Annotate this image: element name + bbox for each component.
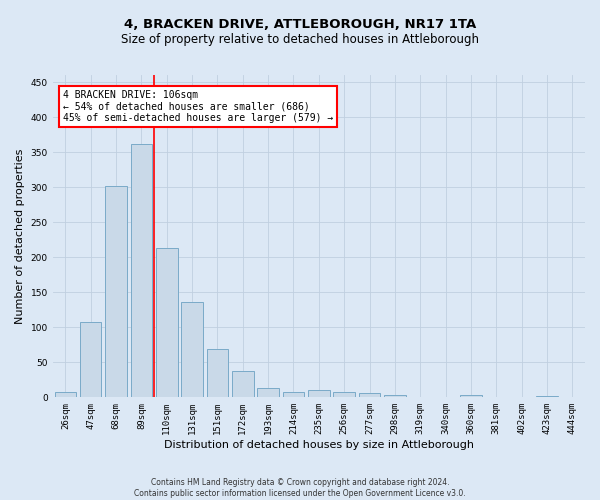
Bar	[359, 393, 380, 398]
Bar	[334, 392, 355, 398]
Text: Contains HM Land Registry data © Crown copyright and database right 2024.
Contai: Contains HM Land Registry data © Crown c…	[134, 478, 466, 498]
Y-axis label: Number of detached properties: Number of detached properties	[15, 148, 25, 324]
Text: 4 BRACKEN DRIVE: 106sqm
← 54% of detached houses are smaller (686)
45% of semi-d: 4 BRACKEN DRIVE: 106sqm ← 54% of detache…	[64, 90, 334, 122]
Bar	[131, 144, 152, 398]
X-axis label: Distribution of detached houses by size in Attleborough: Distribution of detached houses by size …	[164, 440, 474, 450]
Bar	[308, 390, 329, 398]
Bar	[105, 186, 127, 398]
Bar	[257, 388, 279, 398]
Bar	[80, 322, 101, 398]
Bar	[232, 370, 254, 398]
Bar	[55, 392, 76, 398]
Bar	[384, 395, 406, 398]
Bar	[206, 349, 228, 398]
Text: 4, BRACKEN DRIVE, ATTLEBOROUGH, NR17 1TA: 4, BRACKEN DRIVE, ATTLEBOROUGH, NR17 1TA	[124, 18, 476, 30]
Text: Size of property relative to detached houses in Attleborough: Size of property relative to detached ho…	[121, 32, 479, 46]
Bar	[536, 396, 558, 398]
Bar	[283, 392, 304, 398]
Bar	[156, 248, 178, 398]
Bar	[181, 302, 203, 398]
Bar	[460, 395, 482, 398]
